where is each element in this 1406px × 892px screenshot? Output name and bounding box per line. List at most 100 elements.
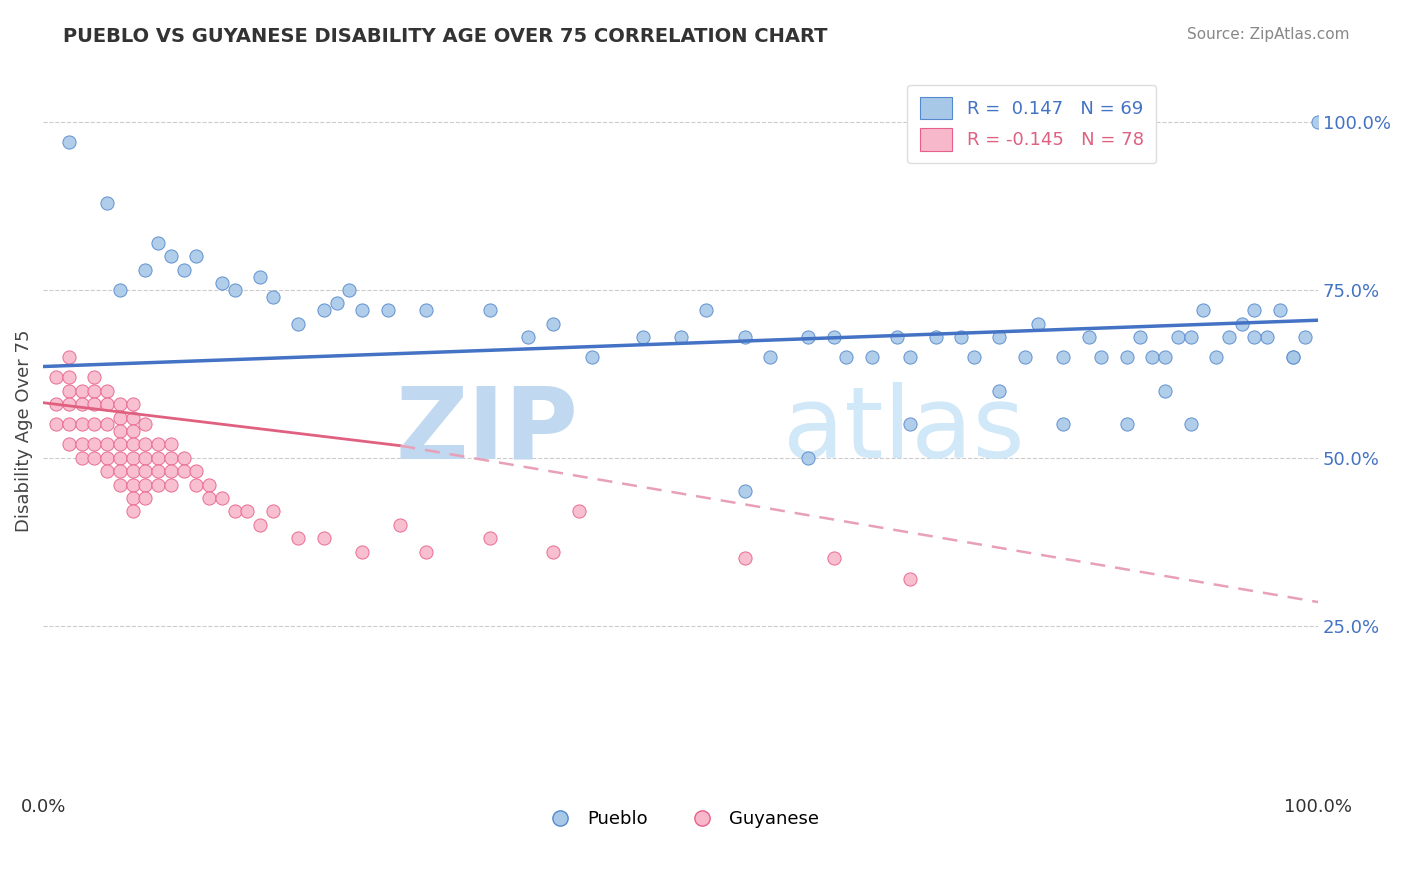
Point: [108, 464, 131, 478]
Point: [134, 491, 156, 505]
Point: [581, 350, 603, 364]
Point: [1052, 350, 1074, 364]
Point: [224, 504, 246, 518]
Point: [70, 450, 93, 465]
Point: [1205, 350, 1227, 364]
Text: ZIP: ZIP: [396, 383, 579, 479]
Y-axis label: Disability Age Over 75: Disability Age Over 75: [15, 330, 32, 533]
Point: [58, 437, 80, 451]
Point: [134, 417, 156, 432]
Point: [415, 303, 437, 318]
Point: [173, 464, 195, 478]
Point: [146, 450, 169, 465]
Legend: Pueblo, Guyanese: Pueblo, Guyanese: [536, 803, 827, 835]
Point: [96, 450, 118, 465]
Point: [988, 384, 1011, 398]
Point: [898, 572, 921, 586]
Point: [1180, 417, 1202, 432]
Point: [108, 477, 131, 491]
Point: [83, 437, 105, 451]
Point: [96, 397, 118, 411]
Point: [669, 330, 692, 344]
Point: [1077, 330, 1099, 344]
Point: [58, 417, 80, 432]
Point: [249, 517, 271, 532]
Point: [287, 317, 309, 331]
Point: [108, 424, 131, 438]
Point: [478, 531, 501, 545]
Point: [950, 330, 973, 344]
Point: [108, 397, 131, 411]
Point: [134, 464, 156, 478]
Point: [186, 477, 208, 491]
Point: [160, 249, 183, 263]
Point: [823, 330, 845, 344]
Point: [70, 384, 93, 398]
Point: [631, 330, 654, 344]
Point: [121, 437, 143, 451]
Point: [45, 370, 67, 384]
Point: [886, 330, 908, 344]
Point: [1308, 115, 1330, 129]
Point: [262, 290, 284, 304]
Point: [823, 551, 845, 566]
Point: [121, 397, 143, 411]
Text: Source: ZipAtlas.com: Source: ZipAtlas.com: [1187, 27, 1350, 42]
Point: [96, 384, 118, 398]
Point: [478, 303, 501, 318]
Point: [160, 464, 183, 478]
Point: [121, 491, 143, 505]
Point: [83, 417, 105, 432]
Point: [45, 417, 67, 432]
Point: [1192, 303, 1215, 318]
Point: [198, 477, 221, 491]
Point: [1243, 303, 1265, 318]
Point: [1180, 330, 1202, 344]
Point: [1281, 350, 1303, 364]
Point: [121, 410, 143, 425]
Point: [224, 283, 246, 297]
Point: [96, 464, 118, 478]
Point: [695, 303, 717, 318]
Point: [108, 283, 131, 297]
Point: [173, 450, 195, 465]
Point: [1243, 330, 1265, 344]
Point: [83, 397, 105, 411]
Point: [249, 269, 271, 284]
Point: [325, 296, 347, 310]
Point: [121, 477, 143, 491]
Point: [58, 370, 80, 384]
Point: [160, 477, 183, 491]
Point: [108, 410, 131, 425]
Point: [925, 330, 948, 344]
Point: [58, 384, 80, 398]
Point: [134, 450, 156, 465]
Point: [797, 330, 820, 344]
Point: [797, 450, 820, 465]
Point: [543, 545, 565, 559]
Point: [121, 424, 143, 438]
Point: [988, 330, 1011, 344]
Point: [1230, 317, 1253, 331]
Point: [70, 437, 93, 451]
Point: [1090, 350, 1112, 364]
Point: [160, 437, 183, 451]
Point: [211, 277, 233, 291]
Point: [1256, 330, 1278, 344]
Point: [337, 283, 360, 297]
Point: [1026, 317, 1049, 331]
Point: [1014, 350, 1036, 364]
Point: [1116, 350, 1139, 364]
Point: [287, 531, 309, 545]
Point: [352, 545, 374, 559]
Point: [963, 350, 986, 364]
Point: [173, 263, 195, 277]
Point: [146, 477, 169, 491]
Point: [1167, 330, 1189, 344]
Point: [146, 437, 169, 451]
Point: [83, 370, 105, 384]
Point: [186, 464, 208, 478]
Point: [134, 263, 156, 277]
Point: [759, 350, 782, 364]
Point: [121, 450, 143, 465]
